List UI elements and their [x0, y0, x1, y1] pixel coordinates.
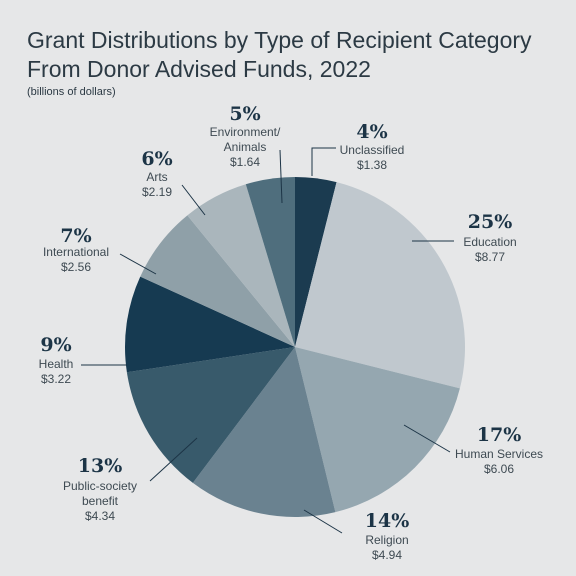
leader-line-arts	[181, 184, 206, 216]
pie-slice-international	[140, 215, 295, 347]
pie-slice-human-services	[295, 347, 460, 513]
category-name-environment-animals: Environment/	[210, 125, 281, 139]
category-name-environment-animals: Animals	[224, 140, 267, 154]
pie-slice-health	[125, 276, 295, 373]
value-label-international: $2.56	[61, 260, 91, 274]
pie-slice-unclassified	[295, 177, 337, 347]
category-label-health: Health $3.22	[39, 357, 74, 386]
chart-subtitle: (billions of dollars)	[27, 86, 116, 98]
pie-slice-public-society-benefit	[126, 347, 295, 483]
percent-label-environment-animals: 5%	[229, 103, 260, 125]
category-label-arts: Arts $2.19	[142, 170, 172, 199]
category-name-public-society-benefit: benefit	[82, 494, 119, 508]
value-label-health: $3.22	[41, 372, 71, 386]
category-name-human-services: Human Services	[455, 447, 543, 461]
leader-line-public-society-benefit	[149, 437, 198, 482]
value-label-education: $8.77	[475, 250, 505, 264]
leader-line-international	[119, 253, 157, 275]
leader-line-unclassified	[311, 147, 336, 176]
leader-line-religion	[303, 509, 343, 534]
category-label-public-society-benefit: Public-society benefit $4.34	[63, 479, 137, 523]
pie-slice-religion	[192, 347, 336, 517]
category-name-unclassified: Unclassified	[340, 143, 405, 157]
percent-label-international: 7%	[60, 225, 91, 247]
percent-label-health: 9%	[40, 334, 71, 356]
value-label-religion: $4.94	[372, 548, 402, 562]
leader-line-human-services	[403, 424, 451, 453]
percent-label-public-society-benefit: 13%	[78, 455, 123, 477]
value-label-arts: $2.19	[142, 185, 172, 199]
value-label-human-services: $6.06	[484, 462, 514, 476]
value-label-public-society-benefit: $4.34	[85, 509, 115, 523]
percent-label-education: 25%	[468, 211, 513, 233]
category-label-international: International $2.56	[43, 245, 109, 274]
category-label-education: Education $8.77	[463, 235, 516, 264]
leader-line-environment-animals	[279, 149, 283, 204]
category-label-human-services: Human Services $6.06	[455, 447, 543, 476]
category-name-public-society-benefit: Public-society	[63, 479, 137, 493]
category-name-arts: Arts	[146, 170, 167, 184]
percent-label-arts: 6%	[141, 148, 172, 170]
category-name-religion: Religion	[365, 533, 408, 547]
category-label-environment-animals: Environment/Animals $1.64	[210, 125, 281, 169]
category-name-education: Education	[463, 235, 516, 249]
category-label-religion: Religion $4.94	[365, 533, 408, 562]
category-name-international: International	[43, 245, 109, 259]
percent-label-unclassified: 4%	[356, 121, 387, 143]
pie-slice-education	[295, 182, 465, 389]
category-name-health: Health	[39, 357, 74, 371]
percent-label-religion: 14%	[365, 510, 410, 532]
category-label-unclassified: Unclassified $1.38	[340, 143, 405, 172]
value-label-environment-animals: $1.64	[230, 155, 260, 169]
pie-slice-environment-animals	[245, 177, 295, 347]
value-label-unclassified: $1.38	[357, 158, 387, 172]
percent-label-human-services: 17%	[477, 424, 522, 446]
chart-title: Grant Distributions by Type of Recipient…	[27, 27, 532, 82]
pie-slice-arts	[187, 184, 295, 347]
